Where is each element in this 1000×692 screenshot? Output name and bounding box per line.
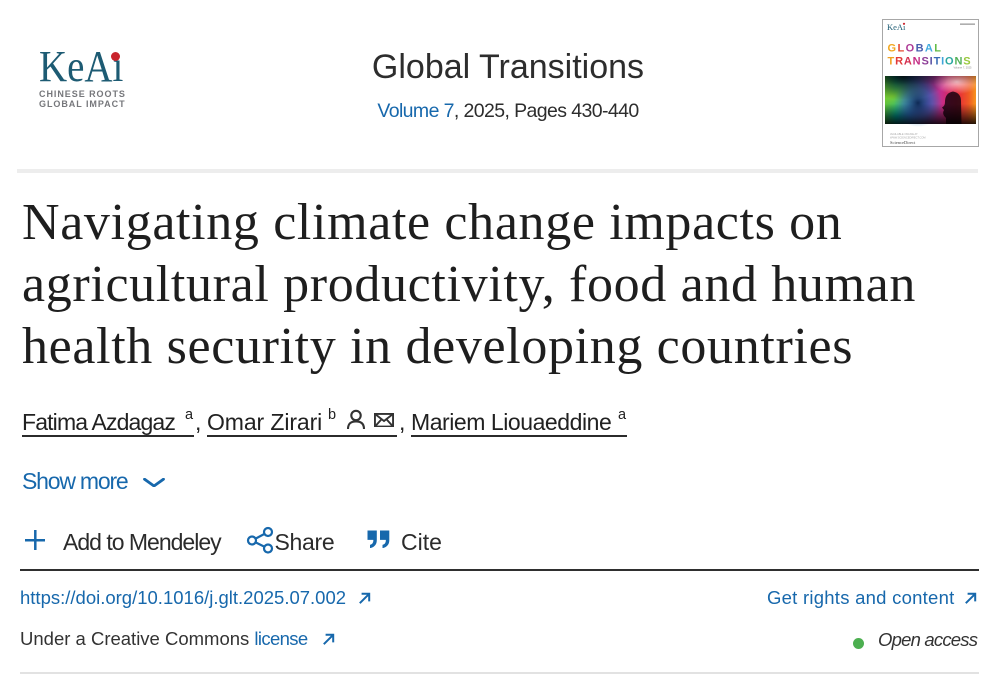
- svg-text:KeAı: KeAı: [887, 22, 906, 32]
- svg-text:Volume 7, 2025: Volume 7, 2025: [953, 66, 972, 70]
- svg-text:WWW.SCIENCEDIRECT.COM: WWW.SCIENCEDIRECT.COM: [890, 136, 926, 140]
- svg-text:GLOBAL: GLOBAL: [888, 43, 943, 55]
- svg-text:ScienceDirect: ScienceDirect: [890, 140, 916, 145]
- svg-text:AVAILABLE ONLINE AT: AVAILABLE ONLINE AT: [890, 132, 918, 136]
- svg-text:TRANSITIONS: TRANSITIONS: [888, 56, 972, 68]
